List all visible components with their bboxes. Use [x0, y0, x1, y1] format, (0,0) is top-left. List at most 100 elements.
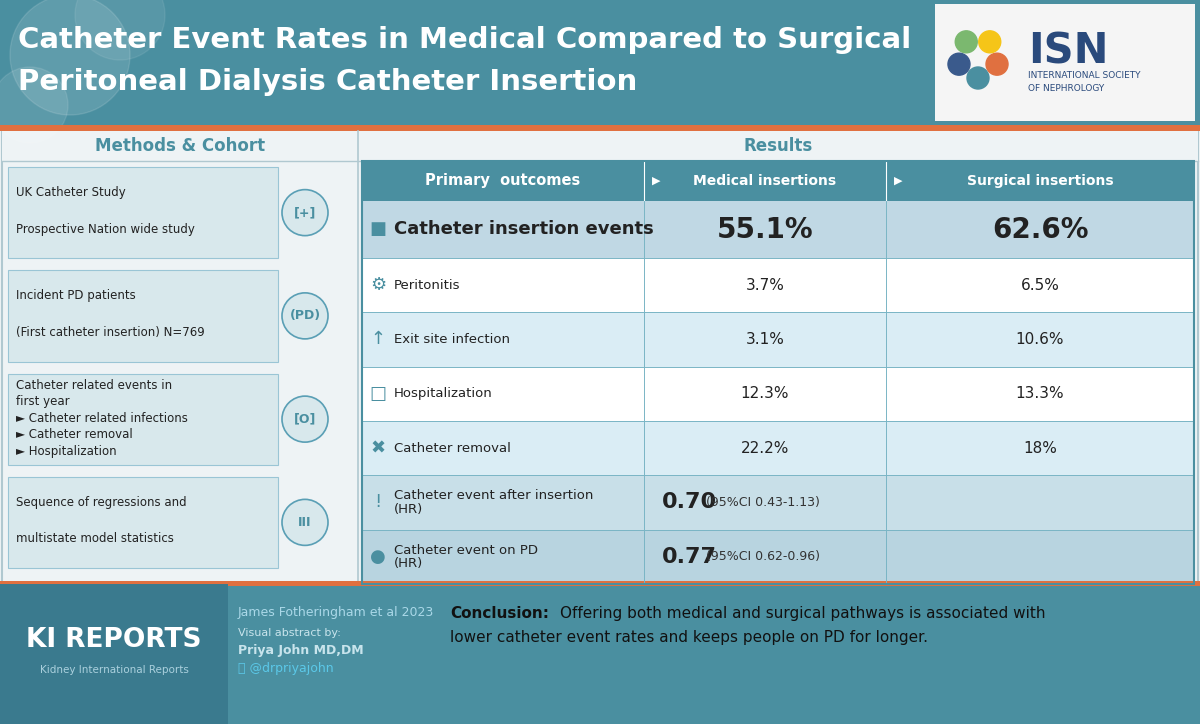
Text: ► Hospitalization: ► Hospitalization	[16, 445, 116, 458]
Text: !: !	[374, 494, 382, 511]
Bar	[0, 584, 228, 724]
Bar	[362, 476, 1194, 530]
Circle shape	[948, 53, 970, 75]
Circle shape	[967, 67, 989, 89]
Text: Kidney International Reports: Kidney International Reports	[40, 665, 188, 675]
Bar	[0, 581, 1200, 586]
Text: UK Catheter Study: UK Catheter Study	[16, 186, 126, 199]
Circle shape	[979, 31, 1001, 53]
Bar	[362, 366, 1194, 421]
Text: Priya John MD,DM: Priya John MD,DM	[238, 644, 364, 657]
Text: ●: ●	[370, 548, 386, 566]
Bar	[0, 584, 1200, 724]
Text: 10.6%: 10.6%	[1015, 332, 1064, 347]
Text: (95%CI 0.62-0.96): (95%CI 0.62-0.96)	[706, 550, 820, 563]
Bar	[2, 131, 358, 161]
Text: ␦ @drpriyajohn: ␦ @drpriyajohn	[238, 662, 334, 675]
Bar	[0, 0, 1200, 125]
Text: (HR): (HR)	[394, 502, 424, 515]
Circle shape	[74, 0, 166, 60]
Text: 3.7%: 3.7%	[745, 278, 785, 292]
Bar	[8, 167, 278, 258]
Text: 3.1%: 3.1%	[745, 332, 785, 347]
Text: 18%: 18%	[1024, 441, 1057, 455]
Bar	[362, 530, 1194, 584]
Bar	[0, 131, 1200, 584]
Text: ⚙: ⚙	[370, 276, 386, 294]
Text: 62.6%: 62.6%	[991, 216, 1088, 243]
Text: Methods & Cohort: Methods & Cohort	[95, 137, 265, 155]
Text: Catheter Event Rates in Medical Compared to Surgical: Catheter Event Rates in Medical Compared…	[18, 26, 911, 54]
Text: Incident PD patients: Incident PD patients	[16, 290, 136, 303]
Text: 12.3%: 12.3%	[740, 387, 790, 401]
Text: lower catheter event rates and keeps people on PD for longer.: lower catheter event rates and keeps peo…	[450, 630, 928, 645]
Text: III: III	[299, 516, 312, 529]
Text: ▶: ▶	[652, 176, 660, 186]
Text: KI REPORTS: KI REPORTS	[26, 627, 202, 653]
Text: Catheter related events in: Catheter related events in	[16, 379, 172, 392]
Text: Medical insertions: Medical insertions	[694, 174, 836, 188]
Text: Prospective Nation wide study: Prospective Nation wide study	[16, 222, 194, 235]
Bar	[8, 476, 278, 568]
Text: 0.70: 0.70	[662, 492, 718, 513]
Text: (First catheter insertion) N=769: (First catheter insertion) N=769	[16, 326, 205, 339]
Text: (PD): (PD)	[289, 309, 320, 322]
Text: Results: Results	[743, 137, 812, 155]
Text: Exit site infection: Exit site infection	[394, 333, 510, 346]
Text: Primary  outcomes: Primary outcomes	[425, 174, 581, 188]
Text: ► Catheter related infections: ► Catheter related infections	[16, 412, 188, 425]
Text: first year: first year	[16, 395, 70, 408]
Text: 13.3%: 13.3%	[1015, 387, 1064, 401]
Bar	[362, 161, 1194, 584]
Circle shape	[282, 190, 328, 235]
Text: ↑: ↑	[371, 330, 385, 348]
Text: □: □	[370, 385, 386, 403]
Text: Offering both medical and surgical pathways is associated with: Offering both medical and surgical pathw…	[560, 606, 1045, 621]
Text: [O]: [O]	[294, 413, 316, 426]
Text: 22.2%: 22.2%	[740, 441, 790, 455]
Bar	[2, 131, 1198, 584]
Bar	[362, 201, 1194, 258]
Text: Hospitalization: Hospitalization	[394, 387, 493, 400]
Circle shape	[282, 293, 328, 339]
Bar	[8, 374, 278, 465]
Bar	[362, 161, 1194, 201]
Text: ISN: ISN	[1028, 31, 1109, 73]
Text: ▶: ▶	[894, 176, 902, 186]
Bar	[0, 125, 1200, 131]
Text: Sequence of regressions and: Sequence of regressions and	[16, 496, 187, 509]
Circle shape	[282, 396, 328, 442]
Text: Surgical insertions: Surgical insertions	[967, 174, 1114, 188]
Circle shape	[10, 0, 130, 115]
Text: Catheter insertion events: Catheter insertion events	[394, 221, 654, 238]
Circle shape	[0, 67, 68, 143]
Text: Peritonitis: Peritonitis	[394, 279, 461, 292]
Bar	[362, 312, 1194, 366]
Text: 55.1%: 55.1%	[716, 216, 814, 243]
Text: 6.5%: 6.5%	[1020, 278, 1060, 292]
Bar	[935, 4, 1195, 121]
Text: ✖: ✖	[371, 439, 385, 457]
Text: Catheter event after insertion: Catheter event after insertion	[394, 489, 593, 502]
Text: ■: ■	[370, 221, 386, 238]
Text: multistate model statistics: multistate model statistics	[16, 532, 174, 545]
Text: 0.77: 0.77	[662, 547, 718, 567]
Text: Peritoneal Dialysis Catheter Insertion: Peritoneal Dialysis Catheter Insertion	[18, 68, 637, 96]
Circle shape	[955, 31, 977, 53]
Circle shape	[282, 500, 328, 545]
Text: Catheter removal: Catheter removal	[394, 442, 511, 455]
Bar	[358, 131, 1198, 161]
Text: James Fotheringham et al 2023: James Fotheringham et al 2023	[238, 606, 434, 619]
Text: INTERNATIONAL SOCIETY
OF NEPHROLOGY: INTERNATIONAL SOCIETY OF NEPHROLOGY	[1028, 71, 1140, 93]
Text: [+]: [+]	[294, 206, 316, 219]
Text: (HR): (HR)	[394, 557, 424, 570]
Text: Conclusion:: Conclusion:	[450, 606, 550, 621]
Text: Catheter event on PD: Catheter event on PD	[394, 544, 538, 557]
Text: Visual abstract by:: Visual abstract by:	[238, 628, 341, 638]
Bar	[8, 270, 278, 361]
Text: ► Catheter removal: ► Catheter removal	[16, 429, 133, 442]
Text: (95%CI 0.43-1.13): (95%CI 0.43-1.13)	[706, 496, 820, 509]
Bar	[362, 421, 1194, 476]
Bar	[362, 258, 1194, 312]
Circle shape	[986, 53, 1008, 75]
